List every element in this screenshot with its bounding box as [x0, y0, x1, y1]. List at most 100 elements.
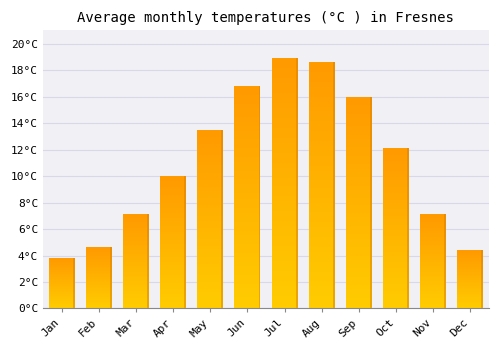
Bar — [333, 276, 334, 279]
Bar — [222, 244, 223, 246]
Bar — [346, 283, 372, 285]
Bar — [160, 290, 186, 291]
Bar — [482, 302, 484, 303]
Bar — [184, 251, 186, 253]
Bar — [383, 249, 409, 251]
Bar — [420, 230, 446, 231]
Bar — [308, 230, 334, 232]
Bar — [333, 156, 334, 158]
Bar — [407, 281, 409, 283]
Bar — [222, 290, 223, 292]
Bar — [234, 170, 260, 173]
Bar — [370, 202, 372, 205]
Bar — [383, 166, 409, 168]
Bar — [222, 278, 223, 280]
Bar — [48, 277, 74, 278]
Bar — [482, 251, 484, 252]
Bar — [333, 200, 334, 203]
Bar — [420, 223, 446, 224]
Bar — [234, 153, 260, 155]
Bar — [160, 178, 186, 180]
Bar — [308, 77, 334, 79]
Bar — [160, 275, 186, 277]
Bar — [86, 278, 112, 279]
Bar — [72, 296, 74, 297]
Bar — [308, 79, 334, 82]
Bar — [147, 288, 149, 289]
Bar — [482, 257, 484, 258]
Bar — [48, 268, 74, 269]
Bar — [123, 270, 149, 271]
Bar — [184, 294, 186, 295]
Bar — [407, 241, 409, 243]
Bar — [308, 220, 334, 222]
Bar — [222, 246, 223, 248]
Bar — [383, 233, 409, 235]
Bar — [110, 272, 112, 273]
Bar — [184, 236, 186, 237]
Bar — [420, 287, 446, 288]
Bar — [458, 304, 483, 305]
Bar — [272, 153, 297, 156]
Bar — [147, 255, 149, 256]
Bar — [258, 233, 260, 235]
Bar — [407, 177, 409, 179]
Bar — [272, 158, 297, 161]
Bar — [147, 241, 149, 243]
Bar — [308, 200, 334, 203]
Bar — [296, 73, 298, 76]
Bar — [444, 307, 446, 308]
Bar — [86, 283, 112, 284]
Bar — [147, 235, 149, 236]
Bar — [296, 256, 298, 258]
Bar — [296, 233, 298, 236]
Bar — [444, 239, 446, 240]
Bar — [123, 296, 149, 297]
Bar — [407, 280, 409, 281]
Bar — [234, 239, 260, 242]
Bar — [482, 252, 484, 253]
Bar — [383, 284, 409, 286]
Bar — [86, 268, 112, 269]
Bar — [48, 303, 74, 304]
Bar — [258, 106, 260, 108]
Bar — [234, 237, 260, 239]
Bar — [444, 259, 446, 260]
Bar — [184, 299, 186, 301]
Bar — [420, 274, 446, 275]
Bar — [272, 273, 297, 276]
Bar — [420, 224, 446, 225]
Bar — [123, 228, 149, 229]
Bar — [184, 185, 186, 187]
Bar — [160, 201, 186, 203]
Bar — [420, 232, 446, 233]
Bar — [197, 140, 223, 142]
Bar — [72, 260, 74, 261]
Bar — [197, 246, 223, 248]
Bar — [197, 281, 223, 284]
Bar — [296, 198, 298, 201]
Bar — [160, 242, 186, 244]
Bar — [296, 71, 298, 73]
Bar — [222, 171, 223, 173]
Bar — [272, 78, 297, 81]
Bar — [407, 243, 409, 244]
Bar — [444, 241, 446, 242]
Bar — [222, 274, 223, 276]
Bar — [110, 274, 112, 275]
Bar — [184, 180, 186, 181]
Bar — [308, 208, 334, 210]
Bar — [308, 215, 334, 217]
Bar — [407, 161, 409, 163]
Bar — [86, 288, 112, 289]
Bar — [147, 251, 149, 252]
Bar — [420, 238, 446, 239]
Bar — [197, 156, 223, 158]
Bar — [346, 264, 372, 266]
Bar — [197, 162, 223, 164]
Bar — [160, 268, 186, 270]
Bar — [346, 224, 372, 226]
Bar — [197, 189, 223, 190]
Bar — [234, 155, 260, 157]
Bar — [407, 204, 409, 206]
